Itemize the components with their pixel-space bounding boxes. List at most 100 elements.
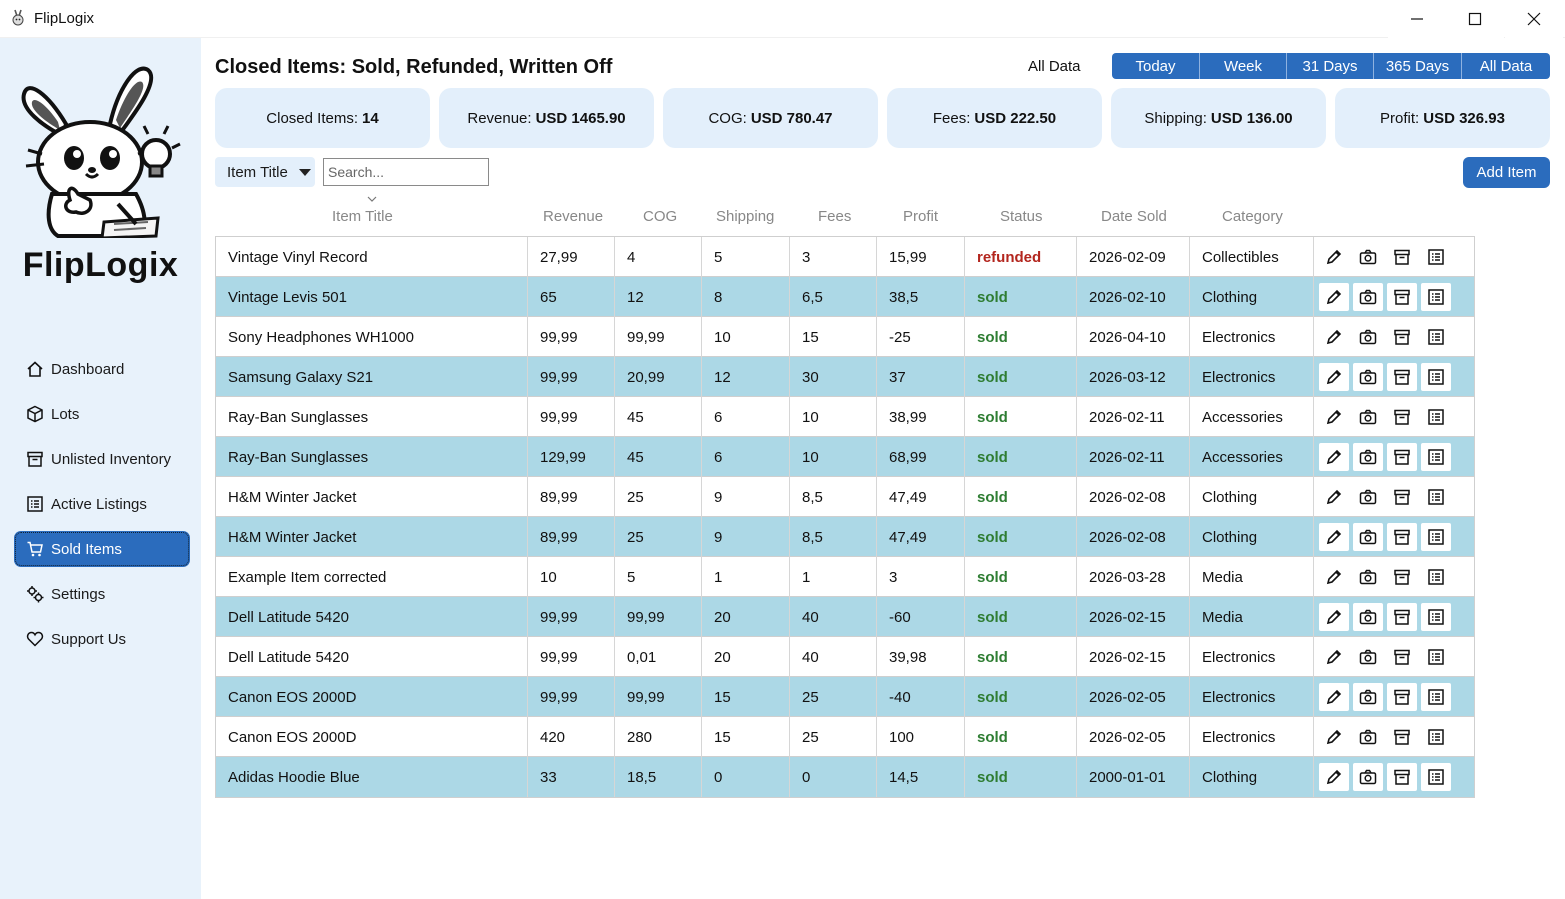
item-title-cell[interactable]: Samsung Galaxy S21 — [216, 357, 528, 397]
item-title-cell[interactable]: H&M Winter Jacket — [216, 517, 528, 557]
category-cell[interactable]: Clothing — [1190, 517, 1314, 557]
revenue-cell[interactable]: 99,99 — [528, 637, 615, 677]
edit-button[interactable] — [1319, 322, 1349, 351]
details-button[interactable] — [1421, 522, 1451, 551]
details-button[interactable] — [1421, 682, 1451, 711]
archive-button[interactable] — [1387, 602, 1417, 631]
archive-button[interactable] — [1387, 722, 1417, 751]
date-sold-cell[interactable]: 2000-01-01 — [1077, 757, 1190, 797]
cog-cell[interactable]: 0,01 — [615, 637, 702, 677]
archive-button[interactable] — [1387, 482, 1417, 511]
edit-button[interactable] — [1319, 242, 1349, 271]
sidebar-item-sold-items[interactable]: Sold Items — [14, 531, 190, 567]
date-sold-cell[interactable]: 2026-02-15 — [1077, 637, 1190, 677]
profit-cell[interactable]: -60 — [877, 597, 965, 637]
sidebar-item-settings[interactable]: Settings — [14, 576, 190, 612]
profit-cell[interactable]: 3 — [877, 557, 965, 597]
column-header-category[interactable]: Category — [1222, 208, 1283, 225]
category-cell[interactable]: Electronics — [1190, 677, 1314, 717]
fees-cell[interactable]: 40 — [790, 597, 877, 637]
archive-button[interactable] — [1387, 763, 1417, 791]
archive-button[interactable] — [1387, 322, 1417, 351]
category-cell[interactable]: Accessories — [1190, 397, 1314, 437]
edit-button[interactable] — [1319, 602, 1349, 631]
revenue-cell[interactable]: 99,99 — [528, 397, 615, 437]
date-sold-cell[interactable]: 2026-03-28 — [1077, 557, 1190, 597]
details-button[interactable] — [1421, 282, 1451, 311]
date-sold-cell[interactable]: 2026-02-08 — [1077, 517, 1190, 557]
revenue-cell[interactable]: 129,99 — [528, 437, 615, 477]
fees-cell[interactable]: 10 — [790, 397, 877, 437]
revenue-cell[interactable]: 33 — [528, 757, 615, 797]
profit-cell[interactable]: -40 — [877, 677, 965, 717]
edit-button[interactable] — [1319, 282, 1349, 311]
column-header-status[interactable]: Status — [1000, 208, 1043, 225]
date-sold-cell[interactable]: 2026-02-11 — [1077, 437, 1190, 477]
shipping-cell[interactable]: 15 — [702, 677, 790, 717]
item-title-cell[interactable]: Dell Latitude 5420 — [216, 597, 528, 637]
table-row[interactable]: Dell Latitude 5420 99,99 99,99 20 40 -60 sold 2… — [216, 597, 1474, 637]
cog-cell[interactable]: 5 — [615, 557, 702, 597]
shipping-cell[interactable]: 1 — [702, 557, 790, 597]
sidebar-item-active-listings[interactable]: Active Listings — [14, 486, 190, 522]
cog-cell[interactable]: 25 — [615, 517, 702, 557]
range-today-button[interactable]: Today — [1112, 53, 1200, 79]
table-row[interactable]: Adidas Hoodie Blue 33 18,5 0 0 14,5 sold 2000-0… — [216, 757, 1474, 797]
item-title-cell[interactable]: Vintage Vinyl Record — [216, 237, 528, 277]
cog-cell[interactable]: 20,99 — [615, 357, 702, 397]
close-btn[interactable] — [1505, 0, 1563, 38]
fees-cell[interactable]: 15 — [790, 317, 877, 357]
status-cell[interactable]: refunded — [965, 237, 1077, 277]
photos-button[interactable] — [1353, 722, 1383, 751]
edit-button[interactable] — [1319, 482, 1349, 511]
status-cell[interactable]: sold — [965, 637, 1077, 677]
fees-cell[interactable]: 6,5 — [790, 277, 877, 317]
date-sold-cell[interactable]: 2026-02-05 — [1077, 677, 1190, 717]
category-cell[interactable]: Electronics — [1190, 317, 1314, 357]
search-input[interactable] — [323, 158, 489, 186]
date-sold-cell[interactable]: 2026-02-11 — [1077, 397, 1190, 437]
shipping-cell[interactable]: 9 — [702, 517, 790, 557]
item-title-cell[interactable]: Ray-Ban Sunglasses — [216, 437, 528, 477]
range-31-days-button[interactable]: 31 Days — [1287, 53, 1374, 79]
status-cell[interactable]: sold — [965, 397, 1077, 437]
item-title-cell[interactable]: Ray-Ban Sunglasses — [216, 397, 528, 437]
sidebar-item-support-us[interactable]: Support Us — [14, 621, 190, 657]
category-cell[interactable]: Collectibles — [1190, 237, 1314, 277]
column-header-date-sold[interactable]: Date Sold — [1101, 208, 1167, 225]
shipping-cell[interactable]: 9 — [702, 477, 790, 517]
table-row[interactable]: H&M Winter Jacket 89,99 25 9 8,5 47,49 sold 202… — [216, 477, 1474, 517]
details-button[interactable] — [1421, 642, 1451, 671]
cog-cell[interactable]: 25 — [615, 477, 702, 517]
table-row[interactable]: Ray-Ban Sunglasses 129,99 45 6 10 68,99 sold 20… — [216, 437, 1474, 477]
details-button[interactable] — [1421, 402, 1451, 431]
fees-cell[interactable]: 3 — [790, 237, 877, 277]
item-title-cell[interactable]: Example Item corrected — [216, 557, 528, 597]
table-row[interactable]: Samsung Galaxy S21 99,99 20,99 12 30 37 sold 20… — [216, 357, 1474, 397]
fees-cell[interactable]: 25 — [790, 717, 877, 757]
shipping-cell[interactable]: 6 — [702, 437, 790, 477]
revenue-cell[interactable]: 99,99 — [528, 597, 615, 637]
profit-cell[interactable]: 100 — [877, 717, 965, 757]
column-header-item-title[interactable]: Item Title — [332, 208, 393, 225]
item-title-cell[interactable]: Adidas Hoodie Blue — [216, 757, 528, 797]
shipping-cell[interactable]: 8 — [702, 277, 790, 317]
photos-button[interactable] — [1353, 482, 1383, 511]
archive-button[interactable] — [1387, 242, 1417, 271]
photos-button[interactable] — [1353, 682, 1383, 711]
status-cell[interactable]: sold — [965, 477, 1077, 517]
details-button[interactable] — [1421, 602, 1451, 631]
edit-button[interactable] — [1319, 442, 1349, 471]
status-cell[interactable]: sold — [965, 517, 1077, 557]
details-button[interactable] — [1421, 442, 1451, 471]
shipping-cell[interactable]: 15 — [702, 717, 790, 757]
photos-button[interactable] — [1353, 442, 1383, 471]
column-header-fees[interactable]: Fees — [818, 208, 852, 225]
date-sold-cell[interactable]: 2026-02-08 — [1077, 477, 1190, 517]
edit-button[interactable] — [1319, 682, 1349, 711]
details-button[interactable] — [1421, 482, 1451, 511]
photos-button[interactable] — [1353, 562, 1383, 591]
archive-button[interactable] — [1387, 282, 1417, 311]
date-sold-cell[interactable]: 2026-02-15 — [1077, 597, 1190, 637]
status-cell[interactable]: sold — [965, 277, 1077, 317]
